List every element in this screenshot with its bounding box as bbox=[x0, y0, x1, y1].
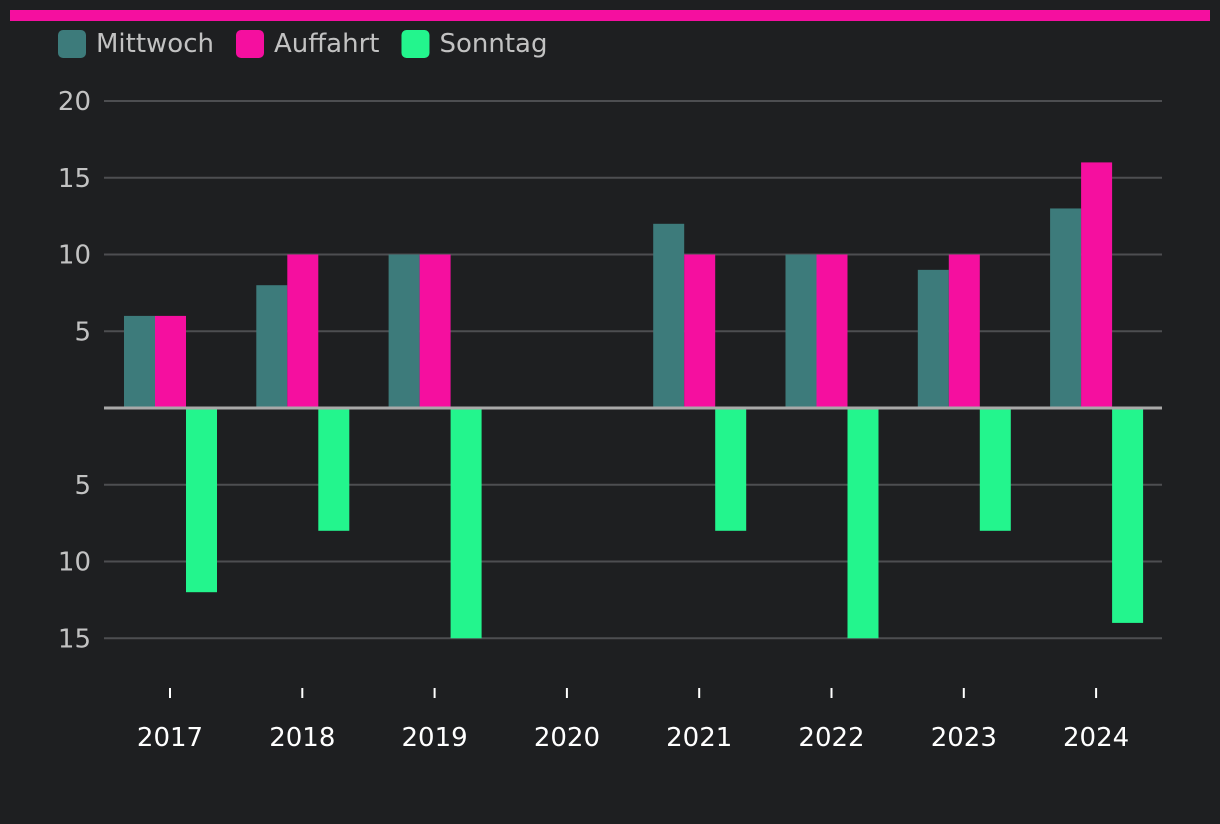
bar-mittwoch-2017 bbox=[124, 315, 155, 408]
top-accent-bar bbox=[10, 10, 1210, 21]
y-tick-label-upper-5: 5 bbox=[74, 317, 91, 347]
y-tick-label-upper-10: 10 bbox=[58, 241, 91, 271]
bar-sonntag-2019 bbox=[450, 408, 482, 639]
bar-sonntag-2022 bbox=[847, 408, 879, 639]
legend: Mittwoch Auffahrt Sonntag bbox=[58, 29, 547, 59]
bars bbox=[124, 162, 1144, 639]
legend-item-auffahrt[interactable]: Auffahrt bbox=[236, 29, 379, 59]
bar-auffahrt-2024 bbox=[1081, 162, 1113, 408]
y-axis-labels: 5 10 15 20 5 10 15 bbox=[58, 87, 91, 654]
bar-auffahrt-2018 bbox=[287, 254, 319, 408]
bar-auffahrt-2023 bbox=[948, 254, 980, 408]
legend-swatch-auffahrt bbox=[236, 30, 264, 58]
legend-item-sonntag[interactable]: Sonntag bbox=[401, 29, 547, 59]
bar-sonntag-2018 bbox=[318, 408, 350, 531]
y-tick-label-upper-15: 15 bbox=[58, 164, 91, 194]
y-tick-label-upper-20: 20 bbox=[58, 87, 91, 117]
bar-sonntag-2023 bbox=[979, 408, 1011, 531]
bar-auffahrt-2019 bbox=[419, 254, 451, 408]
x-tick-label-2022: 2022 bbox=[798, 723, 864, 753]
bar-sonntag-2024 bbox=[1112, 408, 1144, 623]
bar-mittwoch-2024 bbox=[1050, 208, 1082, 408]
bar-mittwoch-2023 bbox=[917, 269, 949, 408]
legend-label-mittwoch: Mittwoch bbox=[96, 29, 214, 59]
x-tick-label-2019: 2019 bbox=[402, 723, 468, 753]
legend-swatch-mittwoch bbox=[58, 30, 86, 58]
bar-sonntag-2021 bbox=[715, 408, 747, 531]
x-axis: 2017 2018 2019 2020 2021 2022 2023 2024 bbox=[137, 688, 1129, 753]
legend-item-mittwoch[interactable]: Mittwoch bbox=[58, 29, 214, 59]
bar-auffahrt-2021 bbox=[684, 254, 716, 408]
bar-mittwoch-2022 bbox=[785, 254, 817, 408]
x-tick-label-2024: 2024 bbox=[1063, 723, 1129, 753]
bar-mittwoch-2021 bbox=[653, 223, 685, 408]
legend-label-auffahrt: Auffahrt bbox=[274, 29, 379, 59]
bar-auffahrt-2017 bbox=[155, 315, 186, 408]
x-tick-label-2023: 2023 bbox=[931, 723, 997, 753]
bar-mittwoch-2019 bbox=[388, 254, 420, 408]
legend-label-sonntag: Sonntag bbox=[439, 29, 547, 59]
y-tick-label-lower-5: 5 bbox=[74, 471, 91, 501]
y-tick-label-lower-10: 10 bbox=[58, 548, 91, 578]
x-tick-label-2020: 2020 bbox=[534, 723, 600, 753]
x-tick-label-2017: 2017 bbox=[137, 723, 203, 753]
x-tick-label-2021: 2021 bbox=[666, 723, 732, 753]
y-tick-label-lower-15: 15 bbox=[58, 624, 91, 654]
gridlines bbox=[104, 100, 1162, 640]
bar-auffahrt-2022 bbox=[816, 254, 848, 408]
bar-sonntag-2017 bbox=[186, 408, 217, 593]
legend-swatch-sonntag bbox=[401, 30, 430, 58]
bar-mittwoch-2018 bbox=[256, 285, 288, 408]
x-tick-label-2018: 2018 bbox=[269, 723, 335, 753]
